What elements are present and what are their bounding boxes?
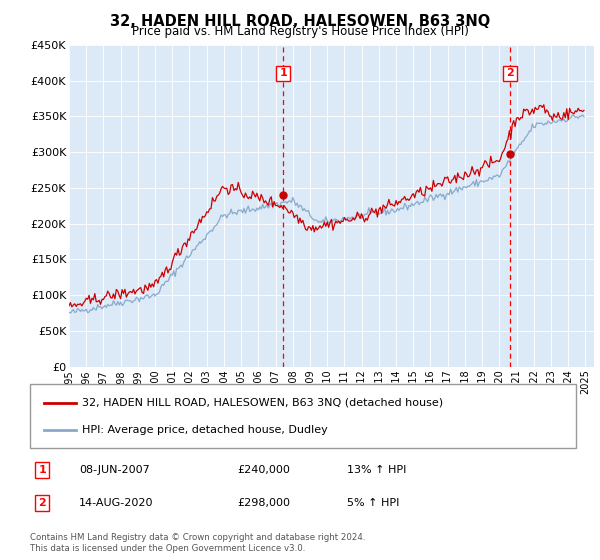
Text: 13% ↑ HPI: 13% ↑ HPI	[347, 465, 406, 475]
Text: £240,000: £240,000	[238, 465, 290, 475]
Text: £298,000: £298,000	[238, 498, 290, 508]
FancyBboxPatch shape	[30, 384, 576, 448]
Text: HPI: Average price, detached house, Dudley: HPI: Average price, detached house, Dudl…	[82, 425, 328, 435]
Text: 2: 2	[506, 68, 514, 78]
Text: 2: 2	[38, 498, 46, 508]
Text: Price paid vs. HM Land Registry's House Price Index (HPI): Price paid vs. HM Land Registry's House …	[131, 25, 469, 38]
Text: 32, HADEN HILL ROAD, HALESOWEN, B63 3NQ (detached house): 32, HADEN HILL ROAD, HALESOWEN, B63 3NQ …	[82, 398, 443, 408]
Text: 08-JUN-2007: 08-JUN-2007	[79, 465, 150, 475]
Text: 14-AUG-2020: 14-AUG-2020	[79, 498, 154, 508]
Text: 32, HADEN HILL ROAD, HALESOWEN, B63 3NQ: 32, HADEN HILL ROAD, HALESOWEN, B63 3NQ	[110, 14, 490, 29]
Text: 5% ↑ HPI: 5% ↑ HPI	[347, 498, 399, 508]
Text: Contains HM Land Registry data © Crown copyright and database right 2024.
This d: Contains HM Land Registry data © Crown c…	[30, 533, 365, 553]
Text: 1: 1	[279, 68, 287, 78]
Text: 1: 1	[38, 465, 46, 475]
